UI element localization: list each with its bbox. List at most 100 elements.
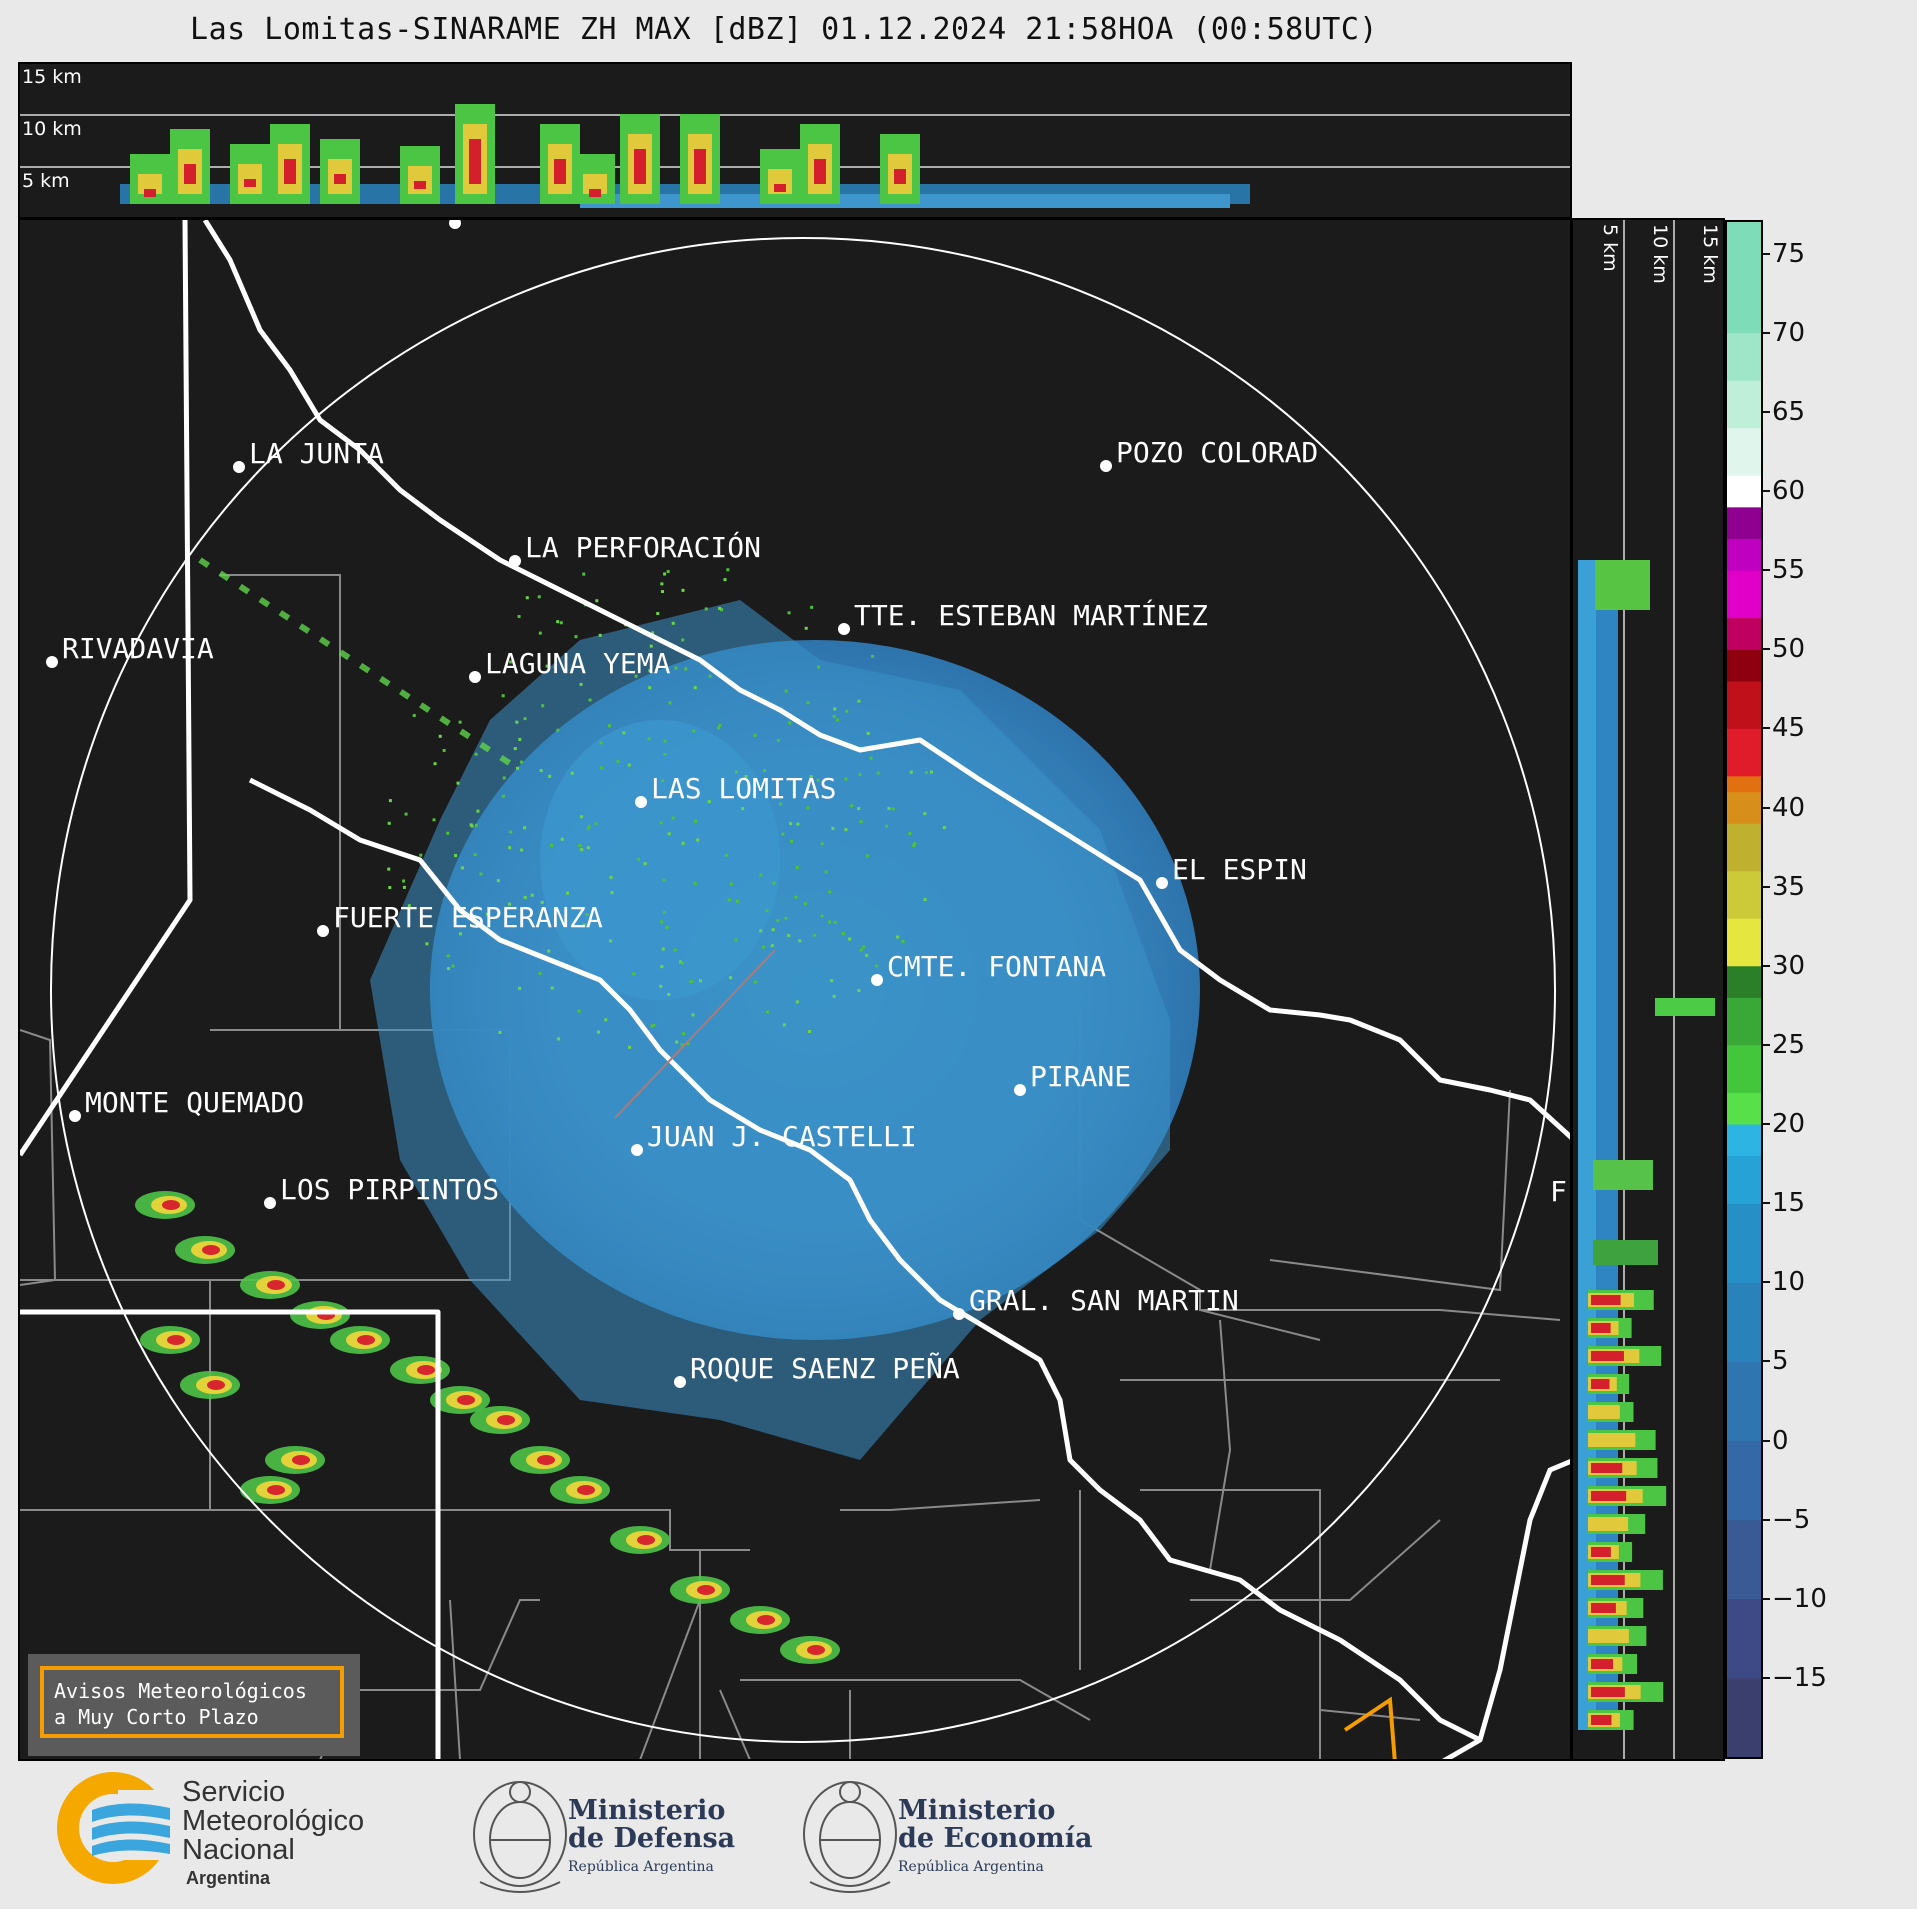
city-dot (635, 796, 647, 808)
city-11: PIRANE (1014, 1060, 1131, 1096)
smn-country: Argentina (186, 1868, 271, 1888)
economia-coat-of-arms-icon (803, 1781, 897, 1893)
city-label: PIRANE (1030, 1060, 1131, 1093)
smn-line-2: Meteorológico (182, 1805, 365, 1837)
city-2: POZO COLORAD (1100, 436, 1318, 472)
city-label: LOS PIRPINTOS (280, 1173, 499, 1206)
city-label: GRAL. SAN MARTIN (969, 1284, 1239, 1317)
colorbar-tick-mark (1763, 1360, 1770, 1363)
smn-line-1: Servicio (182, 1776, 286, 1808)
city-5: RIVADAVIA (46, 632, 214, 668)
city-label: F (1550, 1175, 1567, 1208)
city-label: JUAN J. CASTELLI (647, 1120, 917, 1153)
economia-line-1: Ministerio (898, 1795, 1056, 1826)
city-3: LA PERFORACIÓN (509, 530, 761, 567)
city-13: JUAN J. CASTELLI (631, 1120, 917, 1156)
smn-logo-text: Servicio Meteorológico Nacional Argentin… (182, 1778, 364, 1891)
colorbar-tick-label: 15 (1772, 1188, 1806, 1219)
top-echoes (120, 104, 1250, 208)
city-dot (631, 1144, 643, 1156)
city-label: EL ESPIN (1172, 853, 1307, 886)
colorbar-tick-label: 20 (1772, 1109, 1806, 1139)
city-dot (69, 1110, 81, 1122)
footer (0, 1762, 1917, 1909)
defensa-line-2: de Defensa (568, 1823, 736, 1854)
economia-logo-text: Ministerio de Economía República Argenti… (898, 1797, 1092, 1881)
colorbar-tick-mark (1763, 1281, 1770, 1284)
colorbar-tick-label: 10 (1772, 1267, 1806, 1298)
cross-section-line (614, 949, 776, 1119)
city-dot (674, 1376, 686, 1388)
colorbar (1725, 220, 1763, 1759)
aviso-box[interactable]: Avisos Meteorológicos a Muy Corto Plazo (28, 1654, 360, 1756)
colorbar-tick-label: 55 (1772, 555, 1806, 586)
defensa-sub: República Argentina (568, 1859, 714, 1875)
economia-sub: República Argentina (898, 1859, 1044, 1875)
economia-line-2: de Economía (898, 1823, 1093, 1854)
colorbar-tick-label: 65 (1772, 396, 1806, 427)
province-boundaries (20, 220, 1570, 1759)
city-label: CMTE. FONTANA (887, 950, 1106, 983)
colorbar-tick-mark (1763, 1202, 1770, 1205)
colorbar-tick-label: 70 (1772, 317, 1806, 348)
colorbar-tick-mark (1763, 648, 1770, 651)
city-6: LAGUNA YEMA (469, 647, 671, 683)
colorbar-tick-mark (1763, 1439, 1770, 1442)
colorbar-tick-mark (1763, 1676, 1770, 1679)
colorbar-tick-mark (1763, 252, 1770, 255)
colorbar-tick-label: −15 (1772, 1662, 1827, 1693)
city-dot (1100, 460, 1112, 472)
footer-logos (57, 1772, 897, 1893)
top-cross-section-plot (20, 104, 1570, 208)
colorbar-tick-mark (1763, 1043, 1770, 1046)
colorbar-tick-mark (1763, 410, 1770, 413)
top-cross-section: 15 km 10 km 5 km (18, 62, 1572, 219)
city-dot (871, 974, 883, 986)
city-dot (46, 656, 58, 668)
city-1: LA JUNTA (233, 437, 384, 473)
top-level-10km: 10 km (22, 118, 82, 140)
city-dot (264, 1197, 276, 1209)
side-cross-section-plot (1578, 220, 1715, 1759)
side-level-5km: 5 km (1599, 224, 1621, 272)
city-dot (1156, 877, 1168, 889)
city-dot (469, 671, 481, 683)
colorbar-tick-mark (1763, 490, 1770, 493)
colorbar-tick-mark (1763, 569, 1770, 572)
city-label: LA JUNTA (249, 437, 384, 470)
reflectivity-field (135, 557, 1200, 1664)
colorbar-tick-mark (1763, 964, 1770, 967)
city-label: RIVADAVIA (62, 632, 214, 665)
city-label: LAGUNA YEMA (485, 647, 671, 680)
radar-map[interactable]: TEZÉN LA JUNTA POZO COLORAD LA PERFORACIÓN T… (18, 218, 1572, 1761)
city-0: TEZÉN (449, 220, 549, 229)
city-dot (449, 220, 461, 229)
city-16: ROQUE SAENZ PEÑA (674, 1351, 960, 1388)
city-17: F (1550, 1175, 1567, 1208)
colorbar-tick-label: −10 (1772, 1583, 1827, 1614)
colorbar-tick-label: 60 (1772, 476, 1806, 507)
aviso-area-outline (1343, 1696, 1397, 1759)
defensa-line-1: Ministerio (568, 1795, 726, 1826)
radar-map-svg: TEZÉN LA JUNTA POZO COLORAD LA PERFORACIÓN T… (20, 220, 1570, 1759)
city-14: LOS PIRPINTOS (264, 1173, 499, 1209)
colorbar-tick-mark (1763, 806, 1770, 809)
city-label: LAS LOMITAS (651, 772, 836, 805)
city-markers: TEZÉN LA JUNTA POZO COLORAD LA PERFORACIÓN T… (46, 220, 1567, 1388)
colorbar-tick-mark (1763, 727, 1770, 730)
aviso-button[interactable]: Avisos Meteorológicos a Muy Corto Plazo (40, 1666, 344, 1738)
colorbar-tick-label: 40 (1772, 792, 1806, 823)
city-dot (233, 461, 245, 473)
colorbar-tick-label: 75 (1772, 238, 1806, 269)
city-label: POZO COLORAD (1116, 436, 1318, 469)
colorbar-tick-label: 25 (1772, 1029, 1806, 1060)
colorbar-tick-mark (1763, 1518, 1770, 1521)
colorbar-tick-label: 35 (1772, 871, 1806, 902)
aviso-line-2: a Muy Corto Plazo (54, 1705, 259, 1729)
city-4: TTE. ESTEBAN MARTÍNEZ (838, 598, 1208, 635)
side-cross-section: 5 km 10 km 15 km (1571, 218, 1725, 1761)
city-10: CMTE. FONTANA (871, 950, 1106, 986)
smn-logo-icon (57, 1772, 174, 1884)
side-level-15km: 15 km (1699, 224, 1721, 284)
city-dot (317, 925, 329, 937)
